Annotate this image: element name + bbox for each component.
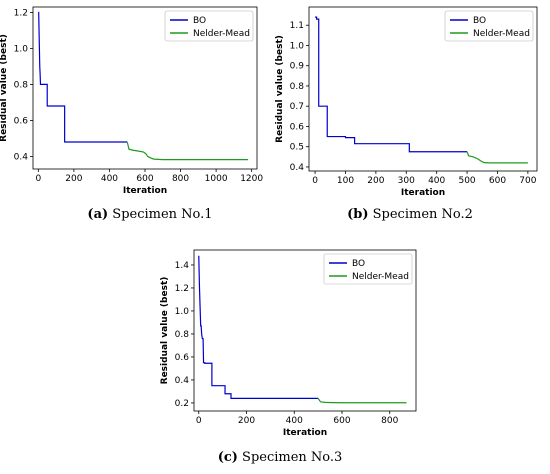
series-line-nelder-mead: [126, 141, 249, 161]
y-tick-label: 0.9: [290, 62, 305, 72]
chart-panel-c: 0 200 400 600 800 0.2 0.4 0.6 0.8 1.0 1.2 1.4 Iterat…: [155, 243, 430, 453]
x-tick-label: 200: [367, 176, 384, 186]
x-tick-label: 700: [519, 176, 536, 186]
caption-b: (b) Specimen No.2: [270, 207, 550, 222]
x-tick-label: 400: [101, 174, 118, 184]
x-tick-label: 0: [312, 176, 318, 186]
y-tick-label: 0.4: [175, 376, 190, 386]
y-tick-label: 1.0: [290, 41, 305, 51]
series-line-nelder-mead: [466, 151, 528, 164]
x-tick-label: 1000: [205, 174, 228, 184]
legend-label: BO: [193, 16, 206, 26]
caption-c-id: (c): [217, 450, 238, 465]
y-tick-label: 0.8: [290, 82, 305, 92]
x-tick-label: 400: [428, 176, 445, 186]
x-tick-label: 600: [333, 416, 350, 426]
chart-b: 0 100 200 300 400 500 600 700 0.4 0.5 0.6 0.7 0.8 0.9…: [275, 6, 538, 198]
y-tick-label: 0.6: [290, 122, 305, 132]
x-tick-label: 200: [238, 416, 255, 426]
plot-frame-b: [308, 6, 538, 172]
x-tick-label: 0: [196, 416, 202, 426]
x-tick-label: 1200: [240, 174, 263, 184]
legend-label: Nelder-Mead: [473, 29, 530, 39]
caption-c: (c) Specimen No.3: [150, 450, 410, 465]
y-tick-label: 0.8: [175, 330, 190, 340]
caption-b-text: Specimen No.2: [372, 207, 473, 222]
y-tick-label: 0.8: [14, 80, 29, 90]
caption-a-id: (a): [87, 207, 109, 222]
y-tick-label: 1.0: [175, 307, 190, 317]
caption-a: (a) Specimen No.1: [0, 207, 300, 222]
x-tick-label: 200: [65, 174, 82, 184]
caption-c-text: Specimen No.3: [242, 450, 343, 465]
x-tick-label: 800: [172, 174, 189, 184]
series-line-nelder-mead: [317, 398, 407, 404]
x-axis-label: Iteration: [401, 188, 445, 198]
plot-frame-c: [193, 249, 417, 412]
y-tick-label: 0.4: [14, 152, 29, 162]
chart-panel-a: 0 200 400 600 800 1000 1200 0.4 0.6 0.8 1.0 1.2 Iter…: [0, 0, 275, 210]
y-tick-label: 1.2: [175, 284, 189, 294]
chart-panel-b: 0 100 200 300 400 500 600 700 0.4 0.5 0.6 0.7 0.8 0.9…: [275, 0, 550, 210]
x-tick-label: 300: [398, 176, 415, 186]
legend-label: Nelder-Mead: [352, 272, 409, 282]
y-tick-label: 1.0: [14, 44, 29, 54]
caption-a-text: Specimen No.1: [112, 207, 213, 222]
x-tick-label: 600: [136, 174, 153, 184]
legend-label: BO: [473, 16, 486, 26]
y-tick-label: 0.2: [175, 399, 189, 409]
chart-a: 0 200 400 600 800 1000 1200 0.4 0.6 0.8 1.0 1.2 Iter…: [0, 6, 263, 196]
x-tick-label: 800: [381, 416, 398, 426]
y-tick-label: 1.1: [290, 21, 304, 31]
y-axis-label: Residual value (best): [0, 34, 9, 142]
legend-label: BO: [352, 259, 365, 269]
series-line-bo: [315, 16, 468, 153]
x-tick-label: 500: [458, 176, 475, 186]
y-axis-label: Residual value (best): [160, 277, 170, 385]
y-axis-label: Residual value (best): [275, 35, 285, 143]
y-tick-label: 0.4: [290, 163, 305, 173]
y-tick-label: 0.7: [290, 102, 304, 112]
x-axis-label: Iteration: [283, 428, 327, 438]
x-axis-label: Iteration: [123, 186, 167, 196]
y-tick-label: 1.4: [175, 261, 190, 271]
y-tick-label: 0.5: [290, 143, 304, 153]
x-tick-label: 400: [286, 416, 303, 426]
caption-b-id: (b): [347, 207, 369, 222]
legend-label: Nelder-Mead: [193, 29, 250, 39]
chart-c: 0 200 400 600 800 0.2 0.4 0.6 0.8 1.0 1.2 1.4 Iterat…: [160, 249, 417, 438]
series-line-bo: [38, 11, 128, 143]
y-tick-label: 0.6: [14, 116, 29, 126]
y-tick-label: 1.2: [14, 8, 28, 18]
series-line-bo: [198, 255, 319, 399]
y-tick-label: 0.6: [175, 353, 190, 363]
x-tick-label: 100: [337, 176, 354, 186]
x-tick-label: 0: [35, 174, 41, 184]
x-tick-label: 600: [489, 176, 506, 186]
